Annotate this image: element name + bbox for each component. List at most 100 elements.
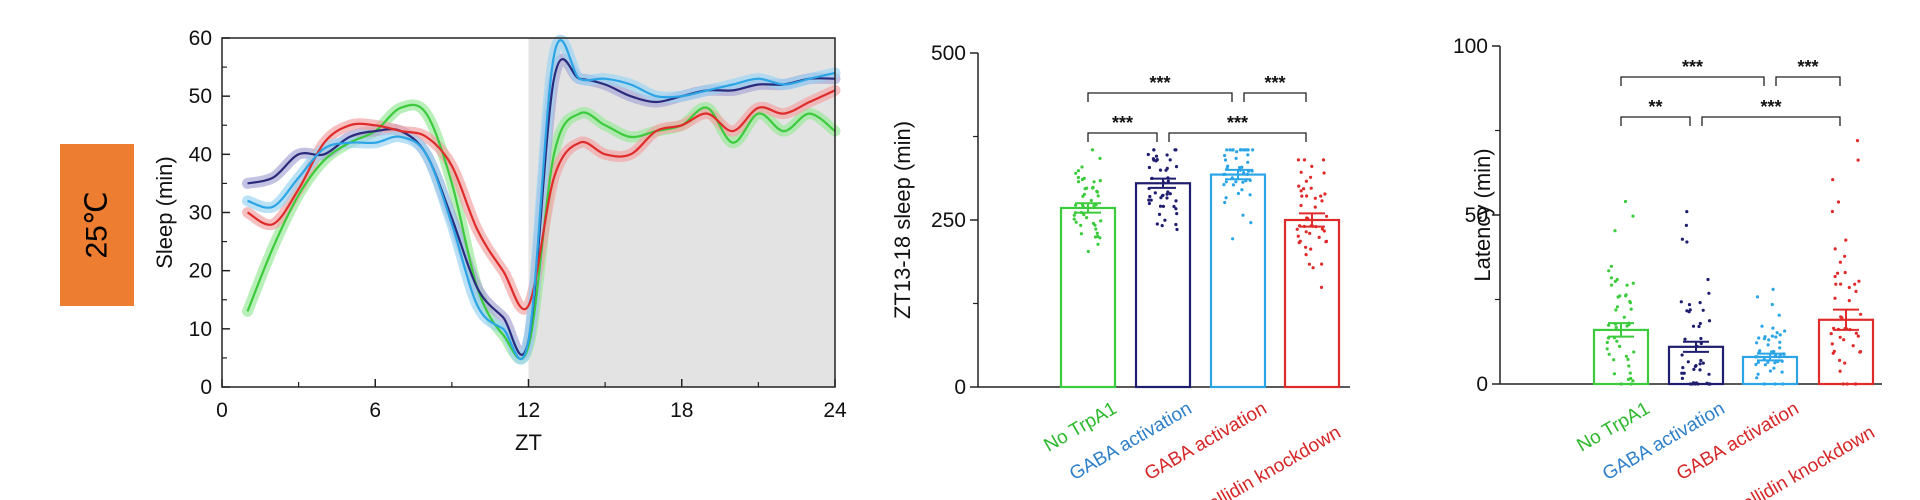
data-point: [1158, 204, 1163, 208]
data-point: [1707, 319, 1712, 323]
data-point: [1690, 382, 1695, 386]
data-point: [1153, 191, 1157, 195]
data-point: [1780, 370, 1784, 374]
data-point: [1631, 379, 1635, 383]
data-point: [1098, 156, 1102, 160]
data-point: [1319, 285, 1324, 289]
data-point: [1843, 254, 1847, 258]
data-point: [1302, 187, 1306, 191]
data-point: [1305, 194, 1309, 198]
data-point: [1147, 165, 1151, 170]
data-point: [1609, 276, 1613, 280]
data-point: [1774, 353, 1778, 358]
data-point: [1857, 279, 1861, 283]
data-point: [1833, 274, 1837, 279]
data-point: [1299, 189, 1303, 193]
data-point: [1706, 277, 1710, 282]
data-point: [1832, 349, 1836, 353]
data-point: [1705, 381, 1709, 385]
data-point: [1223, 200, 1227, 205]
data-point: [1248, 193, 1252, 197]
data-point: [1843, 270, 1847, 275]
data-point: [1856, 334, 1860, 338]
data-point: [1309, 175, 1313, 179]
data-point: [1304, 253, 1308, 257]
data-point: [1320, 199, 1324, 203]
data-point: [1836, 271, 1840, 275]
y-axis-label: ZT13-18 sleep (min): [890, 121, 915, 319]
y-tick-label: 250: [931, 209, 966, 232]
data-point: [1174, 148, 1178, 152]
data-point: [1165, 196, 1169, 200]
sleep-line-chart: 0 10 20 30 40 50 60 0 6 12 18 24 ZT Sleep (min): [152, 27, 847, 455]
data-point: [1632, 350, 1636, 354]
data-point: [1098, 236, 1102, 240]
data-point: [1098, 179, 1102, 183]
data-point: [1624, 354, 1628, 358]
data-point: [1242, 171, 1246, 175]
significance-bracket: [1168, 132, 1307, 142]
data-point: [1830, 209, 1834, 214]
data-point: [1842, 338, 1846, 342]
y-tick-label: 50: [1465, 204, 1488, 227]
data-point: [1089, 198, 1093, 203]
data-point: [1074, 203, 1078, 207]
data-point: [1157, 212, 1162, 216]
data-point: [1080, 165, 1084, 169]
x-tick-label: 12: [517, 399, 540, 422]
data-point: [1847, 285, 1851, 290]
data-point: [1680, 371, 1684, 375]
data-point: [1096, 194, 1100, 198]
data-point: [1623, 199, 1628, 204]
data-point: [1763, 382, 1767, 386]
data-point: [1072, 213, 1076, 217]
data-point: [1698, 301, 1702, 305]
data-point: [1240, 188, 1244, 192]
data-point: [1756, 360, 1760, 364]
data-point: [1160, 224, 1164, 228]
data-point: [1148, 194, 1152, 199]
data-point: [1610, 283, 1614, 287]
bar-2: [1209, 173, 1267, 389]
data-point: [1616, 295, 1620, 299]
data-point: [1161, 204, 1165, 208]
y-tick-label: 0: [1476, 373, 1488, 396]
data-point: [1304, 179, 1308, 183]
data-point: [1302, 158, 1307, 162]
y-tick-label: 100: [1453, 35, 1488, 58]
significance-label: ***: [1797, 57, 1818, 77]
data-point: [1854, 331, 1858, 335]
data-point: [1304, 230, 1308, 234]
data-point: [1622, 315, 1626, 319]
significance-bracket: [1087, 92, 1233, 102]
data-point: [1625, 283, 1629, 287]
data-point: [1682, 371, 1686, 375]
x-tick-label: 6: [369, 399, 381, 422]
data-point: [1222, 183, 1226, 187]
data-point: [1762, 337, 1766, 341]
data-point: [1783, 329, 1787, 333]
data-point: [1767, 338, 1771, 342]
data-point: [1834, 282, 1838, 286]
data-point: [1693, 382, 1697, 386]
data-point: [1685, 240, 1689, 244]
data-point: [1099, 219, 1103, 223]
data-point: [1708, 382, 1712, 386]
data-point: [1680, 376, 1684, 380]
data-point: [1094, 227, 1098, 231]
data-point: [1707, 291, 1711, 295]
data-point: [1698, 362, 1702, 366]
data-point: [1607, 352, 1611, 356]
data-point: [1230, 148, 1234, 152]
data-point: [1160, 194, 1164, 198]
data-point: [1147, 186, 1151, 191]
data-point: [1839, 315, 1843, 319]
data-point: [1838, 335, 1842, 339]
data-point: [1859, 312, 1863, 316]
data-point: [1754, 355, 1758, 359]
data-point: [1625, 324, 1629, 328]
data-point: [1155, 158, 1159, 162]
data-point: [1701, 308, 1705, 312]
data-point: [1086, 249, 1090, 254]
data-point: [1605, 347, 1609, 351]
